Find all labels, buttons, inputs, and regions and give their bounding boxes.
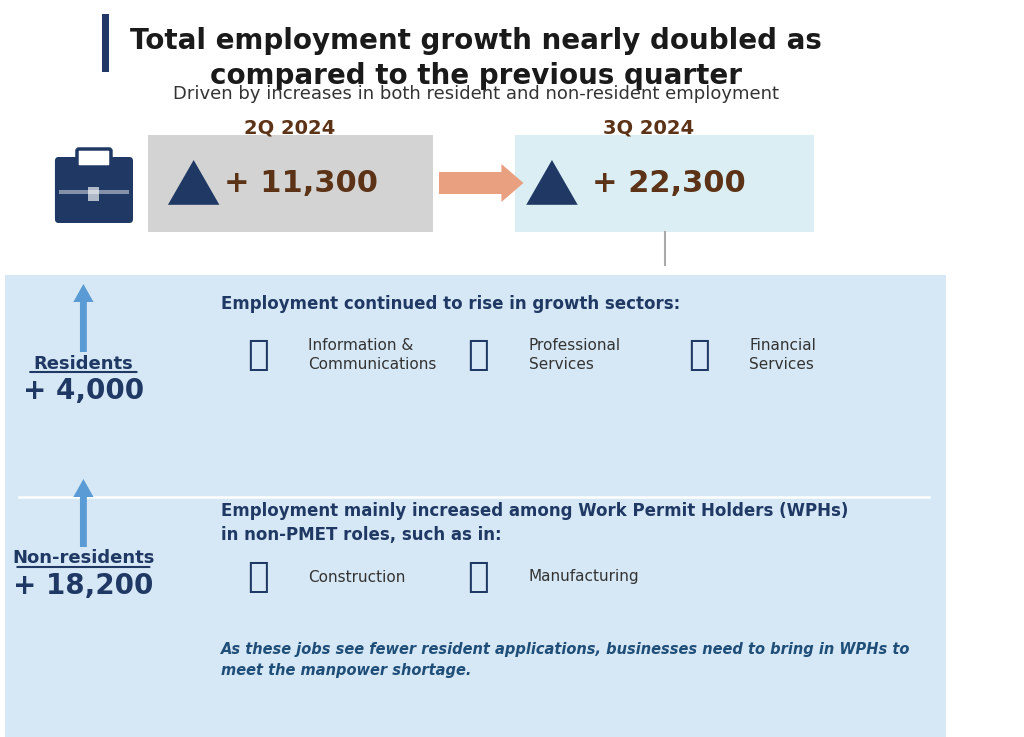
Text: 🖥: 🖥 [247,338,268,372]
FancyArrow shape [439,164,523,202]
Text: Professional
Services: Professional Services [529,338,622,372]
Bar [87,187,99,201]
Bar [5,275,946,737]
Text: + 4,000: + 4,000 [23,377,144,405]
Polygon shape [168,160,219,205]
Text: 3Q 2024: 3Q 2024 [603,119,694,138]
Text: Residents: Residents [34,355,133,373]
Text: Driven by increases in both resident and non-resident employment: Driven by increases in both resident and… [173,85,778,103]
FancyBboxPatch shape [55,157,133,223]
Bar [5,0,946,377]
Text: + 11,300: + 11,300 [224,169,378,198]
Text: Information &
Communications: Information & Communications [308,338,437,372]
Text: As these jobs see fewer resident applications, businesses need to bring in WPHs : As these jobs see fewer resident applica… [221,642,910,678]
Text: Construction: Construction [308,570,406,584]
FancyArrow shape [74,284,93,352]
Text: Total employment growth nearly doubled as
compared to the previous quarter: Total employment growth nearly doubled a… [130,27,821,90]
FancyBboxPatch shape [77,149,111,167]
Text: 🏭: 🏭 [468,560,489,594]
Text: 👤: 👤 [468,338,489,372]
Text: + 22,300: + 22,300 [592,169,745,198]
Text: Employment continued to rise in growth sectors:: Employment continued to rise in growth s… [221,295,681,313]
Text: Employment mainly increased among Work Permit Holders (WPHs)
in non-PMET roles, : Employment mainly increased among Work P… [221,502,849,544]
Text: Financial
Services: Financial Services [750,338,816,372]
Bar [58,190,129,194]
Text: 2Q 2024: 2Q 2024 [245,119,336,138]
Text: + 18,200: + 18,200 [13,572,154,600]
Text: Manufacturing: Manufacturing [529,570,640,584]
Polygon shape [526,160,578,205]
Text: Non-residents: Non-residents [12,549,155,567]
Bar [147,135,432,232]
Bar [515,135,814,232]
Text: 🚧: 🚧 [247,560,268,594]
Text: 💰: 💰 [688,338,710,372]
FancyArrow shape [74,479,93,547]
Bar [101,14,110,72]
